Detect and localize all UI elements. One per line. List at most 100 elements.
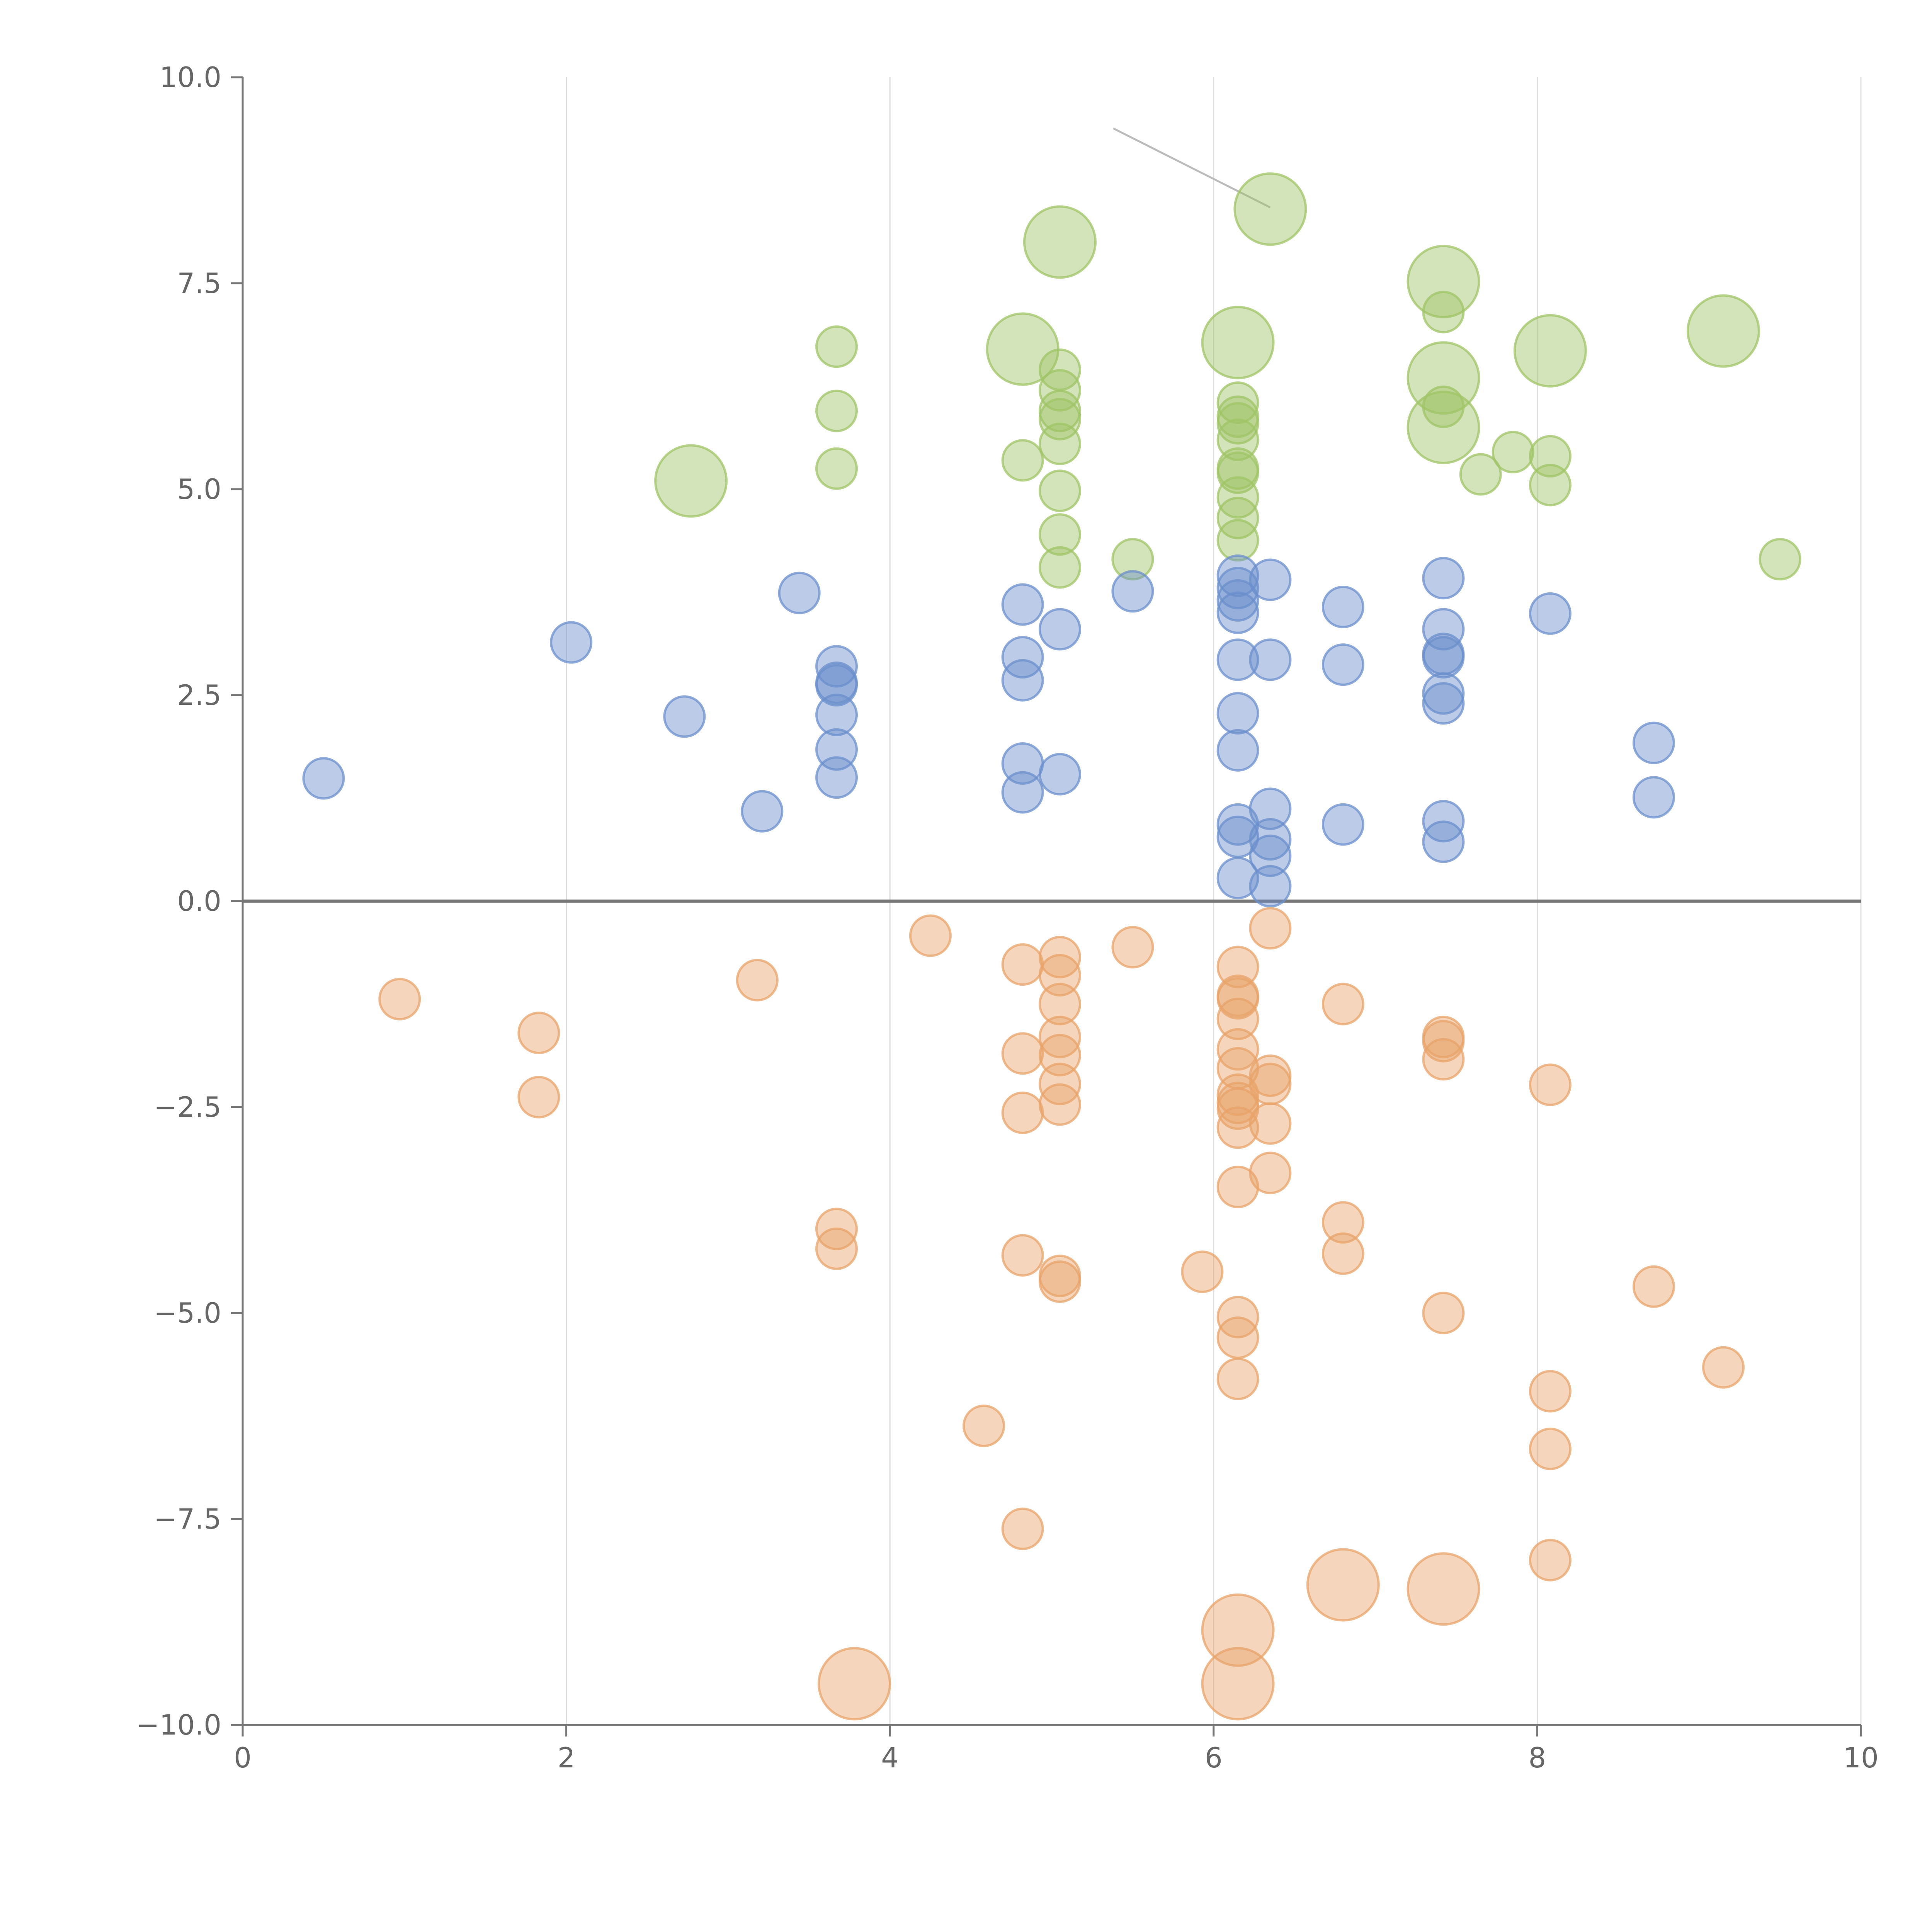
blue-point — [778, 571, 821, 614]
blue-point — [1422, 820, 1465, 863]
green-point — [1513, 314, 1587, 388]
orange-point — [1529, 1427, 1571, 1470]
orange-point — [1249, 1102, 1292, 1145]
green-point — [1687, 294, 1760, 368]
blue-point — [1001, 771, 1044, 814]
blue-point — [1216, 692, 1259, 735]
x-tick-label: 4 — [881, 1742, 899, 1774]
blue-point — [1111, 570, 1154, 613]
series-green — [654, 172, 1801, 589]
orange-point — [1306, 1548, 1380, 1622]
orange-point — [1422, 1020, 1465, 1063]
orange-point — [1529, 1063, 1571, 1106]
green-point — [815, 447, 858, 490]
y-tick-label: −5.0 — [154, 1297, 221, 1329]
blue-point — [1001, 636, 1044, 679]
orange-point — [1422, 1038, 1465, 1081]
orange-point — [1001, 1234, 1044, 1277]
blue-point — [815, 756, 858, 799]
orange-point — [1038, 983, 1081, 1026]
orange-point — [1422, 1292, 1465, 1334]
orange-point — [909, 914, 952, 957]
orange-point — [1038, 1015, 1081, 1058]
blue-point — [1422, 672, 1465, 715]
blue-point — [1038, 608, 1081, 651]
leader-lines — [1113, 127, 1271, 209]
blue-point — [815, 664, 858, 707]
orange-point — [1216, 946, 1259, 988]
orange-point — [1216, 1165, 1259, 1208]
blue-point — [1249, 834, 1292, 877]
x-tick-label: 8 — [1528, 1742, 1546, 1774]
blue-point — [1001, 659, 1044, 702]
blue-point — [1422, 682, 1465, 725]
green-point — [1406, 391, 1480, 464]
green-point — [1038, 422, 1081, 465]
orange-point — [1321, 1232, 1364, 1275]
orange-point — [1249, 907, 1292, 950]
orange-point — [1038, 1260, 1081, 1303]
green-point — [815, 389, 858, 432]
y-tick-label: 7.5 — [177, 267, 221, 299]
blue-point — [1321, 585, 1364, 628]
blue-point — [1216, 857, 1259, 900]
blue-point — [815, 694, 858, 736]
green-point — [1023, 205, 1097, 279]
y-tick-label: 10.0 — [160, 61, 221, 94]
x-tick-label: 2 — [558, 1742, 575, 1774]
y-tick-label: 2.5 — [177, 679, 221, 711]
green-point — [1492, 431, 1534, 474]
orange-point — [736, 959, 779, 1002]
blue-point — [1216, 554, 1259, 597]
green-point — [1233, 172, 1307, 246]
y-axis-ticks: 10.0 7.5 5.0 2.5 0.0 −2.5 −5.0 −7.5 −10.0 — [136, 61, 243, 1741]
blue-point — [1422, 636, 1465, 679]
orange-point — [517, 1012, 560, 1054]
orange-point — [818, 1647, 891, 1721]
green-point — [1216, 519, 1259, 562]
blue-point — [1249, 865, 1292, 908]
orange-point — [1001, 1032, 1044, 1075]
green-point — [1406, 245, 1480, 318]
blue-point — [550, 621, 593, 664]
blue-point — [1422, 557, 1465, 600]
blue-point — [663, 695, 706, 738]
orange-point — [1702, 1346, 1745, 1389]
blue-point — [1529, 592, 1571, 635]
orange-point — [1529, 1539, 1571, 1582]
blue-point — [1249, 558, 1292, 601]
orange-point — [1216, 1357, 1259, 1400]
orange-point — [1321, 1201, 1364, 1244]
leader-line — [1113, 127, 1271, 209]
blue-point — [1249, 638, 1292, 681]
x-tick-label: 6 — [1205, 1742, 1223, 1774]
green-point — [1759, 538, 1801, 581]
orange-point — [517, 1076, 560, 1119]
orange-point — [1038, 935, 1081, 978]
green-point — [1216, 402, 1259, 445]
data-points — [302, 172, 1801, 1721]
blue-point — [1321, 643, 1364, 686]
green-point — [1038, 469, 1081, 512]
green-point — [815, 325, 858, 368]
blue-point — [1321, 803, 1364, 846]
orange-point — [1181, 1250, 1224, 1293]
orange-point — [1038, 1083, 1081, 1126]
orange-point — [815, 1227, 858, 1270]
orange-point — [1632, 1265, 1675, 1308]
orange-point — [1001, 943, 1044, 986]
y-tick-label: −7.5 — [154, 1503, 221, 1535]
blue-point — [1216, 579, 1259, 622]
green-point — [1529, 435, 1571, 478]
green-point — [1459, 453, 1502, 496]
blue-point — [741, 790, 784, 833]
blue-point — [1632, 776, 1675, 819]
orange-point — [1216, 1106, 1259, 1149]
series-blue — [302, 554, 1675, 908]
axes — [242, 77, 1861, 1726]
orange-point — [1038, 954, 1081, 997]
green-point — [1216, 497, 1259, 539]
green-point — [1216, 451, 1259, 494]
green-point — [1422, 385, 1465, 428]
